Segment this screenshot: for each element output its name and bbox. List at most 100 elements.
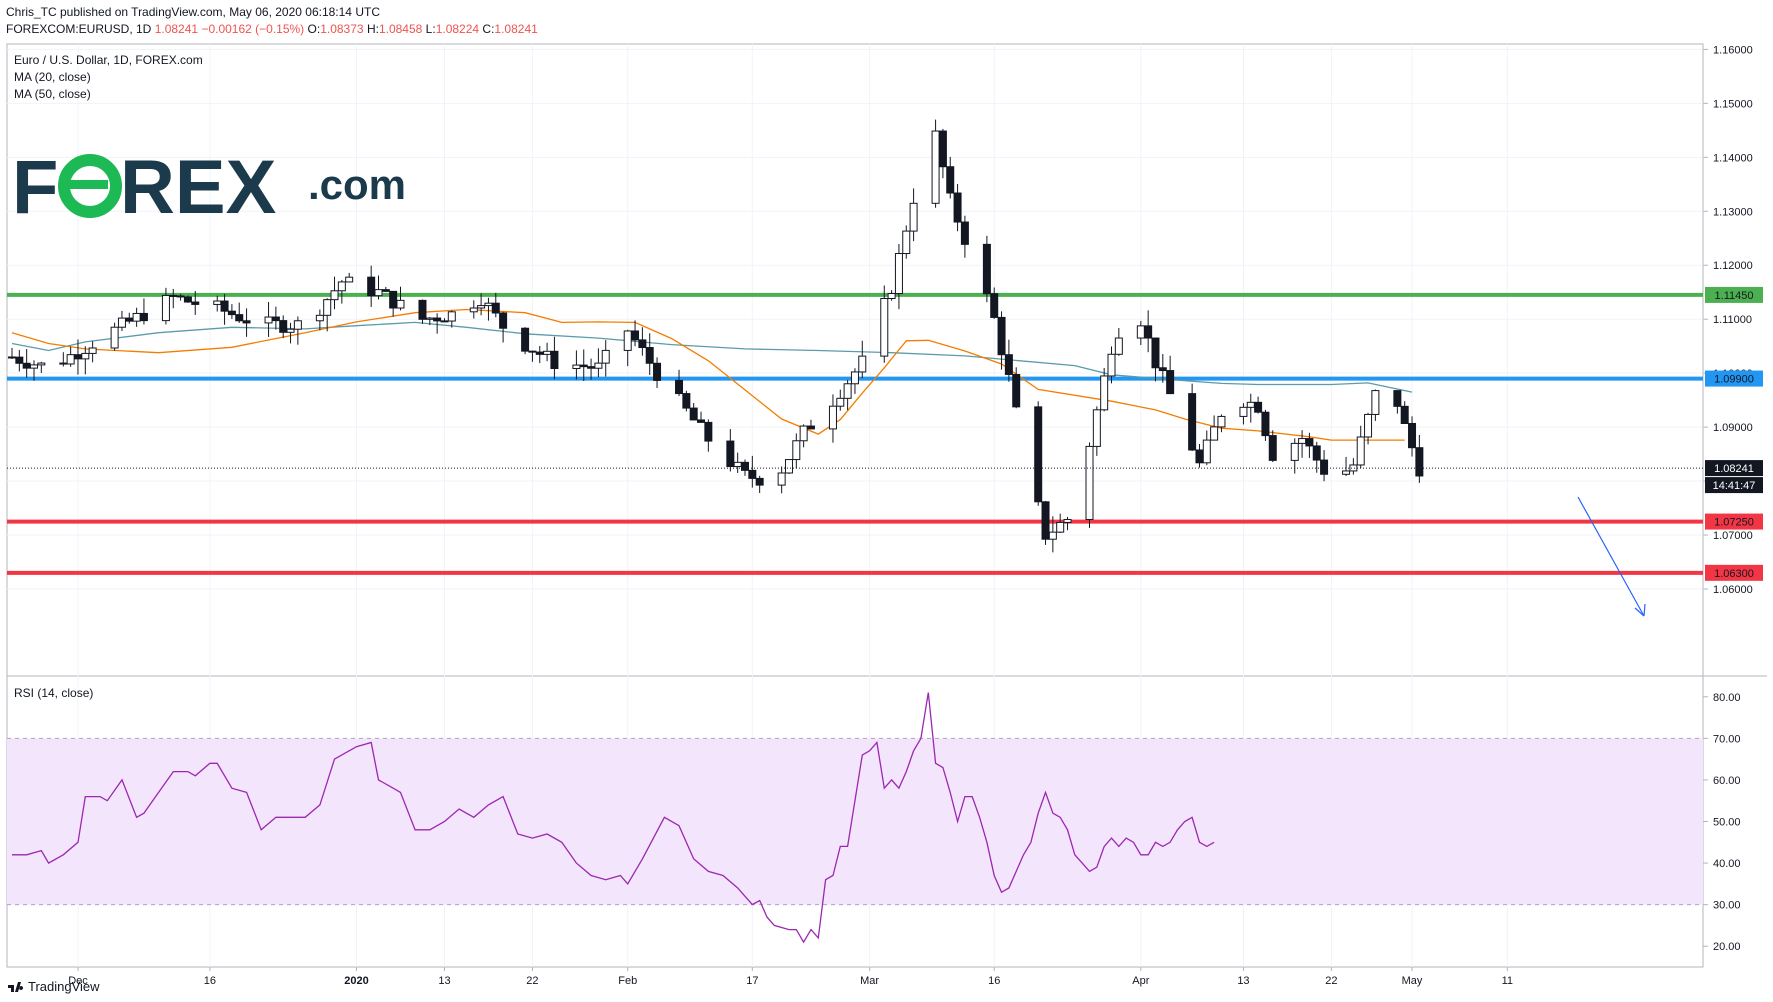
candle[interactable] <box>726 429 735 472</box>
candle[interactable] <box>931 119 940 208</box>
candle[interactable] <box>777 466 786 494</box>
candle[interactable] <box>418 299 427 324</box>
candle[interactable] <box>169 288 178 309</box>
candle[interactable] <box>1092 406 1101 456</box>
candle[interactable] <box>139 298 148 325</box>
candle[interactable] <box>1100 368 1109 412</box>
candle[interactable] <box>1342 456 1351 476</box>
candle[interactable] <box>1188 383 1197 452</box>
candle[interactable] <box>1210 415 1219 441</box>
candle[interactable] <box>1056 513 1065 533</box>
candle[interactable] <box>477 293 486 316</box>
candle[interactable] <box>220 293 229 325</box>
candle[interactable] <box>1393 390 1402 414</box>
candle[interactable] <box>836 389 845 411</box>
candle[interactable] <box>697 411 706 423</box>
candle[interactable] <box>1312 441 1321 473</box>
candle[interactable] <box>858 340 867 379</box>
candle[interactable] <box>909 188 918 242</box>
candle[interactable] <box>117 310 126 331</box>
candle[interactable] <box>528 350 537 362</box>
candle[interactable] <box>227 304 236 319</box>
tradingview-brand[interactable]: TradingView <box>8 979 100 994</box>
candle[interactable] <box>982 235 991 303</box>
candle[interactable] <box>631 320 640 347</box>
candle[interactable] <box>1298 430 1307 458</box>
candle[interactable] <box>1158 354 1167 383</box>
candle[interactable] <box>601 340 610 377</box>
candlesticks[interactable] <box>8 119 1424 553</box>
candle[interactable] <box>161 287 170 325</box>
candle[interactable] <box>638 327 647 356</box>
candle[interactable] <box>653 357 662 388</box>
candle[interactable] <box>887 290 896 301</box>
candle[interactable] <box>1349 458 1358 475</box>
candle[interactable] <box>521 327 530 355</box>
candle[interactable] <box>704 419 713 452</box>
candle[interactable] <box>587 358 596 380</box>
candle[interactable] <box>792 433 801 469</box>
candle[interactable] <box>433 313 442 334</box>
candle[interactable] <box>953 184 962 232</box>
candle[interactable] <box>902 225 911 259</box>
forecast-arrow[interactable] <box>1577 496 1646 617</box>
candle[interactable] <box>1048 516 1057 553</box>
candle[interactable] <box>1356 425 1365 469</box>
candle[interactable] <box>579 349 588 381</box>
candle[interactable] <box>1415 434 1424 483</box>
candle[interactable] <box>29 360 38 381</box>
horizontal-levels[interactable] <box>7 292 1703 575</box>
candle[interactable] <box>323 298 332 332</box>
candle[interactable] <box>572 350 581 380</box>
candle[interactable] <box>66 346 75 367</box>
candle[interactable] <box>15 349 24 372</box>
candle[interactable] <box>389 290 398 317</box>
candle[interactable] <box>447 310 456 328</box>
candle[interactable] <box>1195 443 1204 468</box>
candle[interactable] <box>1166 355 1175 395</box>
candle[interactable] <box>1400 401 1409 424</box>
candle[interactable] <box>381 286 390 292</box>
candle[interactable] <box>264 302 273 337</box>
candle[interactable] <box>345 272 354 283</box>
candle[interactable] <box>235 302 244 323</box>
candle[interactable] <box>894 244 903 310</box>
candle[interactable] <box>1151 337 1160 382</box>
candle[interactable] <box>843 380 852 411</box>
candle[interactable] <box>110 322 119 351</box>
candle[interactable] <box>748 455 757 488</box>
candle[interactable] <box>491 292 500 318</box>
candle[interactable] <box>806 419 815 430</box>
candle[interactable] <box>1063 516 1072 531</box>
candle[interactable] <box>37 361 46 373</box>
candle[interactable] <box>1254 396 1263 414</box>
candle[interactable] <box>279 315 288 339</box>
candle[interactable] <box>88 341 97 363</box>
candle[interactable] <box>755 475 764 493</box>
candle[interactable] <box>484 297 493 321</box>
candle[interactable] <box>960 215 969 258</box>
candle[interactable] <box>623 329 632 367</box>
candle[interactable] <box>535 345 544 364</box>
candle[interactable] <box>1041 500 1050 545</box>
candle[interactable] <box>543 342 552 362</box>
candle[interactable] <box>1320 450 1329 482</box>
candle[interactable] <box>682 390 691 412</box>
candle[interactable] <box>499 311 508 343</box>
candle[interactable] <box>850 368 859 394</box>
candle[interactable] <box>733 452 742 473</box>
candle[interactable] <box>1085 442 1094 528</box>
candle[interactable] <box>1202 430 1211 466</box>
candle[interactable] <box>1144 310 1153 353</box>
candle[interactable] <box>213 295 222 312</box>
candle[interactable] <box>645 333 654 375</box>
candle[interactable] <box>59 352 68 367</box>
candle[interactable] <box>880 285 889 363</box>
symbol-label[interactable]: FOREXCOM:EURUSD, 1D <box>6 22 152 36</box>
candle[interactable] <box>675 369 684 397</box>
candle[interactable] <box>337 279 346 304</box>
candle[interactable] <box>125 312 134 324</box>
candle[interactable] <box>1004 339 1013 382</box>
candle[interactable] <box>8 347 16 360</box>
